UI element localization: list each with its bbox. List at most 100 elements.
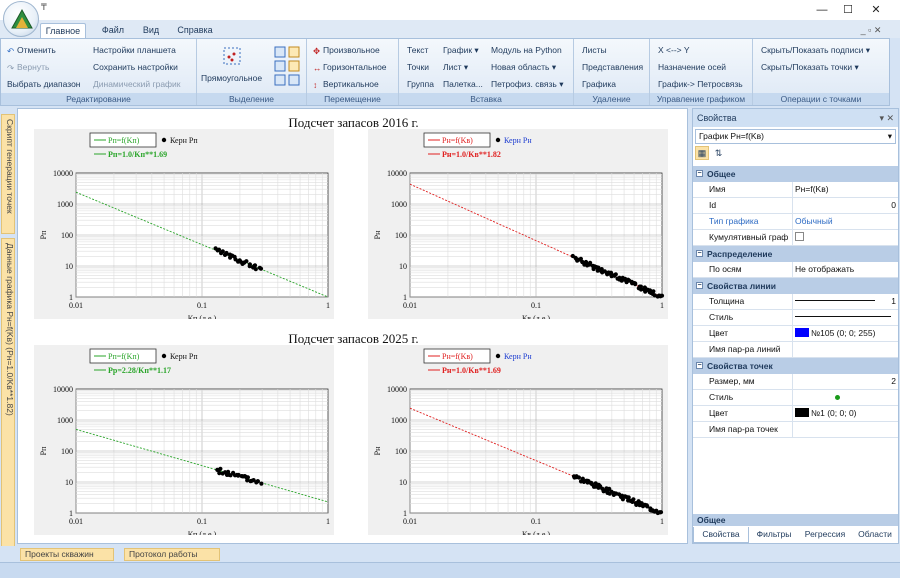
save-settings-button[interactable]: Сохранить настройки	[93, 62, 178, 72]
property-row[interactable]: По осям Не отображать	[693, 262, 898, 278]
tab-view[interactable]: Вид	[142, 25, 160, 35]
tab-areas[interactable]: Области	[858, 529, 892, 539]
tab-file[interactable]: Файл	[101, 25, 125, 35]
property-row[interactable]: Кумулятивный граф	[693, 230, 898, 246]
tab-point-script[interactable]: Скрипт генерации точек	[1, 114, 15, 234]
move-vertical-button[interactable]: ↕ Вертикальное	[313, 79, 379, 90]
app-logo-icon[interactable]	[3, 1, 39, 37]
collapse-icon[interactable]: −	[696, 362, 703, 369]
tab-well-projects[interactable]: Проекты скважин	[20, 548, 114, 561]
chevron-down-icon: ▾	[887, 131, 892, 141]
selection-tools-icons[interactable]	[273, 45, 303, 89]
chart-rp-2025[interactable]: 0.01 0.1 1 1 10 100 1000 10000 Кп (д.е.) Pп Pп=f(K…	[34, 345, 334, 535]
tab-work-log[interactable]: Протокол работы	[124, 548, 220, 561]
y-tick-label: 1	[403, 509, 407, 518]
property-row[interactable]: Тип графика Обычный	[693, 214, 898, 230]
property-name: Имя	[707, 182, 793, 197]
property-value[interactable]	[795, 310, 896, 325]
tab-main[interactable]: Главное	[40, 23, 86, 38]
property-row[interactable]: Имя пар-ра линий	[693, 342, 898, 358]
data-point	[217, 471, 222, 476]
property-value[interactable]: №105 (0; 0; 255)	[795, 326, 896, 341]
undo-button[interactable]: ↶ Отменить	[7, 45, 56, 56]
categorized-icon[interactable]: ▦	[695, 146, 709, 160]
tab-properties[interactable]: Свойства	[693, 527, 749, 543]
category-label: Свойства линии	[707, 281, 776, 291]
minimize-button[interactable]: —	[816, 4, 828, 16]
new-area-button[interactable]: Новая область ▾	[491, 62, 557, 72]
property-row[interactable]: Стиль	[693, 390, 898, 406]
insert-points-button[interactable]: Точки	[407, 62, 429, 72]
insert-sheet-button[interactable]: Лист ▾	[443, 62, 469, 72]
collapse-icon[interactable]: −	[696, 282, 703, 289]
collapse-icon[interactable]: −	[696, 250, 703, 257]
chart-rn-2016[interactable]: 0.01 0.1 1 1 10 100 1000 10000 Кв (д.е.) Pн Pн=f(K…	[368, 129, 668, 319]
property-value[interactable]: Обычный	[795, 216, 833, 226]
delete-views-button[interactable]: Представления	[582, 62, 644, 72]
chart-rn-2025[interactable]: 0.01 0.1 1 1 10 100 1000 10000 Кв (д.е.) Pн Pн=f(K…	[368, 345, 668, 535]
property-value[interactable]: 0	[891, 200, 896, 210]
petro-link-button[interactable]: Петрофиз. связь ▾	[491, 79, 564, 89]
tab-chart-data[interactable]: Данные графика Pн=f(Kв) (Pн=1.0/Kв**1.82…	[1, 238, 15, 560]
assign-axes-button[interactable]: Назначение осей	[658, 62, 727, 72]
mdi-controls[interactable]: _ ▫ ✕	[860, 25, 882, 35]
toggle-points-button[interactable]: Скрыть/Показать точки ▾	[761, 62, 859, 72]
rect-select-button[interactable]: Прямоугольное	[201, 73, 263, 83]
insert-palette-button[interactable]: Палетка...	[443, 79, 483, 89]
group-move: ✥ Произвольное ↔ Горизонтальное ↕ Вертикаль…	[307, 39, 399, 105]
tab-filters[interactable]: Фильтры	[756, 529, 792, 539]
select-range-button[interactable]: Выбрать диапазон	[7, 79, 81, 89]
property-category[interactable]: − Свойства линии	[693, 278, 898, 294]
insert-chart-button[interactable]: График ▾	[443, 45, 479, 55]
group-delete: Листы Представления Графика Удаление	[574, 39, 650, 105]
property-grid: − Общее Имя Pн=f(Kв) Id 0 Тип графика Обычный Ку…	[693, 166, 898, 438]
swap-axes-button[interactable]: X <--> Y	[658, 45, 690, 55]
cumulative-checkbox[interactable]	[795, 232, 804, 241]
object-selector[interactable]: График Pн=f(Kв) ▾	[695, 129, 896, 144]
collapse-icon[interactable]: −	[696, 170, 703, 177]
move-free-button[interactable]: ✥ Произвольное	[313, 45, 380, 56]
property-category[interactable]: − Свойства точек	[693, 358, 898, 374]
panel-pin-close[interactable]: ▾ ✕	[879, 113, 894, 123]
property-value[interactable]: 2	[891, 376, 896, 386]
property-value[interactable]: 1	[795, 294, 896, 309]
python-module-button[interactable]: Модуль на Python	[491, 45, 562, 55]
property-row[interactable]: Имя Pн=f(Kв)	[693, 182, 898, 198]
chart-to-petro-button[interactable]: График-> Петросвязь	[658, 79, 743, 89]
toggle-labels-button[interactable]: Скрыть/Показать подписи ▾	[761, 45, 870, 55]
maximize-button[interactable]: ☐	[843, 4, 853, 16]
quick-access-icon[interactable]: ₸	[41, 2, 47, 12]
group-edit: ↶ Отменить ↷ Вернуть Выбрать диапазон Наст…	[1, 39, 197, 105]
property-row[interactable]: Id 0	[693, 198, 898, 214]
y-axis-label: Pп	[39, 230, 48, 239]
tab-help[interactable]: Справка	[177, 25, 213, 35]
property-row[interactable]: Цвет №1 (0; 0; 0)	[693, 406, 898, 422]
insert-text-button[interactable]: Текст	[407, 45, 429, 55]
property-category[interactable]: − Общее	[693, 166, 898, 182]
rect-select-icon[interactable]	[221, 45, 243, 67]
move-horizontal-button[interactable]: ↔ Горизонтальное	[313, 62, 387, 73]
delete-charts-button[interactable]: Графика	[582, 79, 616, 89]
tab-regression[interactable]: Регрессия	[804, 529, 846, 539]
property-row[interactable]: Имя пар-ра точек	[693, 422, 898, 438]
property-value[interactable]: Не отображать	[795, 264, 855, 274]
property-value[interactable]: №1 (0; 0; 0)	[795, 406, 896, 421]
insert-group-button[interactable]: Группа	[407, 79, 434, 89]
property-value[interactable]	[795, 390, 896, 405]
delete-sheets-button[interactable]: Листы	[582, 45, 607, 55]
property-category[interactable]: − Распределение	[693, 246, 898, 262]
property-row[interactable]: Размер, мм 2	[693, 374, 898, 390]
sort-alpha-icon[interactable]: ⇅	[714, 148, 723, 158]
property-value[interactable]: Pн=f(Kв)	[795, 184, 829, 194]
chart-rp-2016[interactable]: 0.01 0.1 1 1 10 100 1000 10000 Кп (д.е.) Pп Pп=f(K…	[34, 129, 334, 319]
tablet-settings-button[interactable]: Настройки планшета	[93, 45, 176, 55]
property-row[interactable]: Толщина 1	[693, 294, 898, 310]
property-value[interactable]	[795, 422, 896, 437]
dynamic-chart-button[interactable]: Динамический график	[93, 79, 181, 89]
property-value[interactable]	[795, 342, 896, 357]
property-row[interactable]: Стиль	[693, 310, 898, 326]
close-button[interactable]: ✕	[871, 4, 881, 16]
property-row[interactable]: Цвет №105 (0; 0; 255)	[693, 326, 898, 342]
property-value[interactable]	[795, 230, 896, 245]
redo-button[interactable]: ↷ Вернуть	[7, 62, 50, 73]
